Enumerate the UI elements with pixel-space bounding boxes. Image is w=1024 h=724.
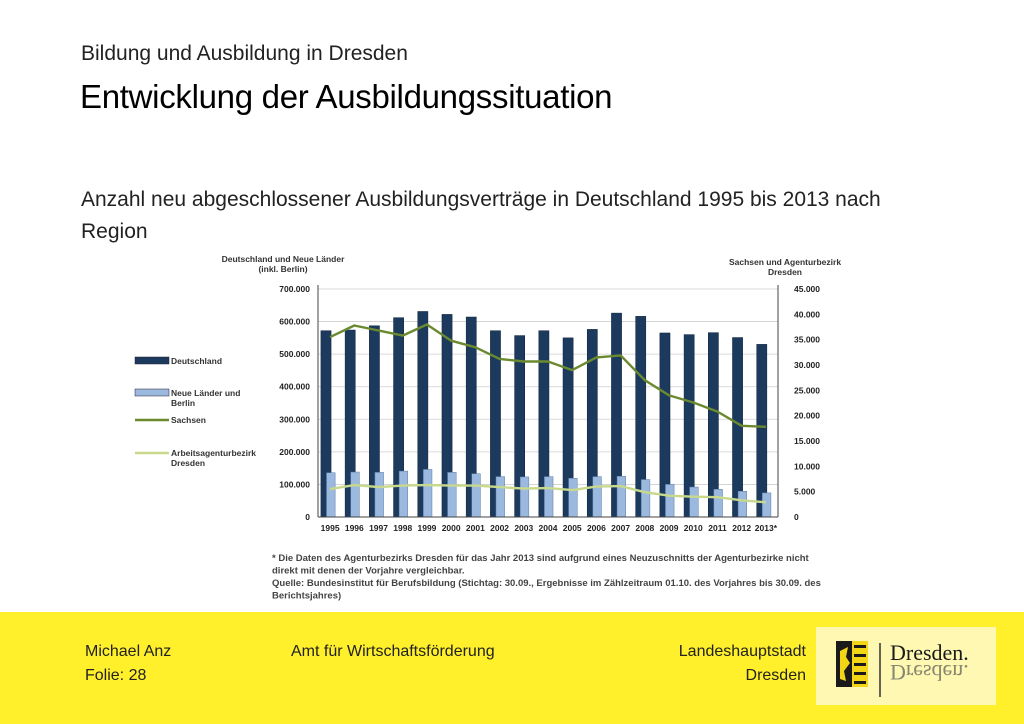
legend-swatch [134,388,170,397]
tick-labels: 0 100.000 200.000 300.000 400.000 500.000 600.… [279,284,820,533]
left-tick-label: 600.000 [279,317,310,327]
right-axis-title: Dresden [768,267,802,277]
bar-neue-laender [640,479,651,518]
legend-label: Neue Länder und Berlin [171,388,240,408]
left-axis-title: (inkl. Berlin) [258,264,307,274]
x-tick-label: 2002 [490,523,509,533]
chart-note-line: direkt mit denen der Vorjahre vergleichb… [272,566,465,577]
left-tick-label: 700.000 [279,284,310,294]
x-tick-label: 2004 [539,523,558,533]
chart-note-line: * Die Daten des Agenturbezirks Dresden f… [272,553,810,564]
axes: Deutschland und Neue Länder(inkl. Berlin… [222,254,841,518]
bar-neue-laender [665,484,675,518]
bar-neue-laender [495,476,505,518]
bar-neue-laender [326,472,336,518]
x-tick-label: 2010 [684,523,703,533]
legend-label: Arbeitsagenturbezirk Dresden [171,448,256,468]
bar-neue-laender [374,472,384,518]
legend-label: Sachsen [171,415,206,425]
city-line-1: Landeshauptstadt [678,643,806,660]
right-axis-title: Sachsen und Agenturbezirk [729,257,841,267]
bar-neue-laender [689,486,699,518]
bar-neue-laender [762,492,772,518]
coat-of-arms-icon [836,641,868,687]
right-tick-label: 25.000 [794,385,820,395]
line-sachsen [329,323,766,428]
legend-label: Deutschland [171,356,222,366]
dresden-logo: Dresden. Dresden. [816,627,996,705]
left-tick-label: 0 [305,512,310,522]
right-tick-label: 5.000 [794,487,816,497]
line-series [329,323,766,504]
bar-neue-laender [447,472,457,518]
bar-neue-laender [713,489,723,518]
bar-neue-laender [471,473,481,518]
bar-deutschland [756,344,768,518]
x-tick-label: 1997 [369,523,388,533]
bar-neue-laender [568,477,578,518]
left-axis-title: Deutschland und Neue Länder [222,254,345,264]
bar-neue-laender [616,476,626,518]
bar-neue-laender [423,469,433,518]
right-tick-label: 35.000 [794,335,820,345]
bar-neue-laender [519,476,530,518]
bar-neue-laender [592,476,602,518]
legend-swatch [134,356,170,365]
line-arbeitsagenturbezirk [329,483,766,504]
department: Amt für Wirtschaftsförderung [291,643,495,660]
x-tick-label: 2001 [466,523,485,533]
x-tick-label: 2000 [442,523,461,533]
left-tick-label: 500.000 [279,349,310,359]
x-tick-label: 2005 [563,523,582,533]
bar-neue-laender [737,491,747,518]
x-tick-label: 1998 [393,523,412,533]
training-contracts-chart: Deutschland und Neue Länder(inkl. Berlin… [134,254,841,602]
author-name: Michael Anz [85,643,172,660]
bar-neue-laender [350,471,360,518]
right-tick-label: 40.000 [794,309,820,319]
slide-number: Folie: 28 [85,667,147,684]
x-tick-label: 2009 [660,523,679,533]
x-tick-label: 2006 [587,523,606,533]
supertitle: Bildung und Ausbildung in Dresden [81,42,408,65]
bar-neue-laender [398,470,409,518]
bar-deutschland [732,337,743,518]
x-tick-label: 2007 [611,523,630,533]
right-tick-label: 45.000 [794,284,820,294]
right-tick-label: 15.000 [794,436,820,446]
chart-notes: * Die Daten des Agenturbezirks Dresden f… [272,553,821,602]
x-tick-label: 2003 [514,523,533,533]
legend: Deutschland Neue Länder und Berlin Sachsen A… [134,356,256,468]
x-tick-label: 2012 [732,523,751,533]
left-tick-label: 200.000 [279,447,310,457]
right-tick-label: 0 [794,512,799,522]
left-tick-label: 400.000 [279,382,310,392]
x-tick-label: 2013* [755,523,778,533]
x-tick-label: 1996 [345,523,364,533]
bar-neue-laender [544,476,554,518]
chart-note-line: Quelle: Bundesinstitut für Berufsbildung… [272,578,821,589]
x-tick-label: 1995 [321,523,340,533]
slide-title: Entwicklung der Ausbildungssituation [80,78,613,115]
city-line-2: Dresden [745,667,806,684]
x-tick-label: 1999 [417,523,436,533]
x-tick-label: 2011 [708,523,727,533]
logo-wordmark: Dresden. [890,640,969,665]
right-tick-label: 30.000 [794,360,820,370]
logo-wordmark-mirrored: Dresden. [890,660,969,685]
right-tick-label: 20.000 [794,411,820,421]
x-tick-label: 2008 [635,523,654,533]
left-tick-label: 100.000 [279,479,310,489]
left-tick-label: 300.000 [279,414,310,424]
chart-note-line: Berichtsjahres) [272,591,341,602]
chart-subtitle: Anzahl neu abgeschlossener Ausbildungsve… [81,188,881,243]
right-tick-label: 10.000 [794,461,820,471]
